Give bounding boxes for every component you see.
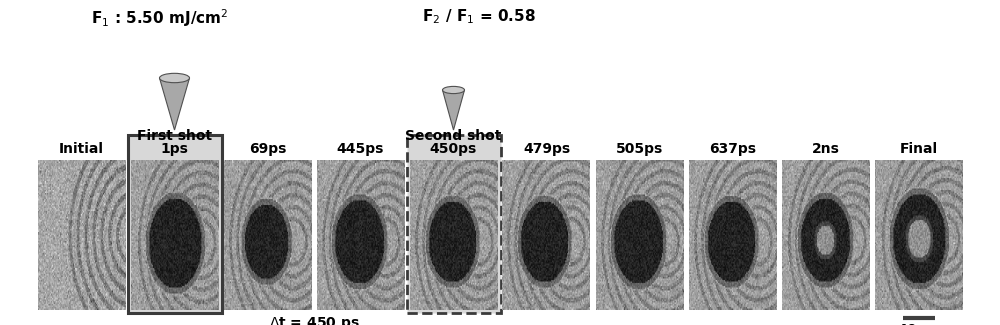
- Text: Initial: Initial: [59, 142, 104, 156]
- Polygon shape: [160, 78, 190, 130]
- Text: F$_2$ / F$_1$ = 0.58: F$_2$ / F$_1$ = 0.58: [422, 7, 535, 26]
- Text: 450ps: 450ps: [430, 142, 477, 156]
- Text: First shot: First shot: [137, 129, 212, 143]
- Text: 40$\mu$m: 40$\mu$m: [897, 322, 940, 325]
- Text: F$_1$ : 5.50 mJ/cm$^2$: F$_1$ : 5.50 mJ/cm$^2$: [91, 7, 228, 29]
- Bar: [128, 135, 222, 313]
- Bar: [406, 135, 501, 313]
- Text: 445ps: 445ps: [337, 142, 384, 156]
- Text: 1ps: 1ps: [161, 142, 188, 156]
- Text: Final: Final: [899, 142, 938, 156]
- Text: $\Delta$t = 450 ps: $\Delta$t = 450 ps: [269, 315, 359, 325]
- Text: 505ps: 505ps: [616, 142, 663, 156]
- Text: Second shot: Second shot: [405, 129, 502, 143]
- Text: 2ns: 2ns: [812, 142, 839, 156]
- Text: 637ps: 637ps: [709, 142, 756, 156]
- Ellipse shape: [442, 86, 464, 94]
- Text: 479ps: 479ps: [523, 142, 570, 156]
- Text: 69ps: 69ps: [249, 142, 286, 156]
- Ellipse shape: [160, 73, 190, 83]
- Polygon shape: [442, 90, 464, 130]
